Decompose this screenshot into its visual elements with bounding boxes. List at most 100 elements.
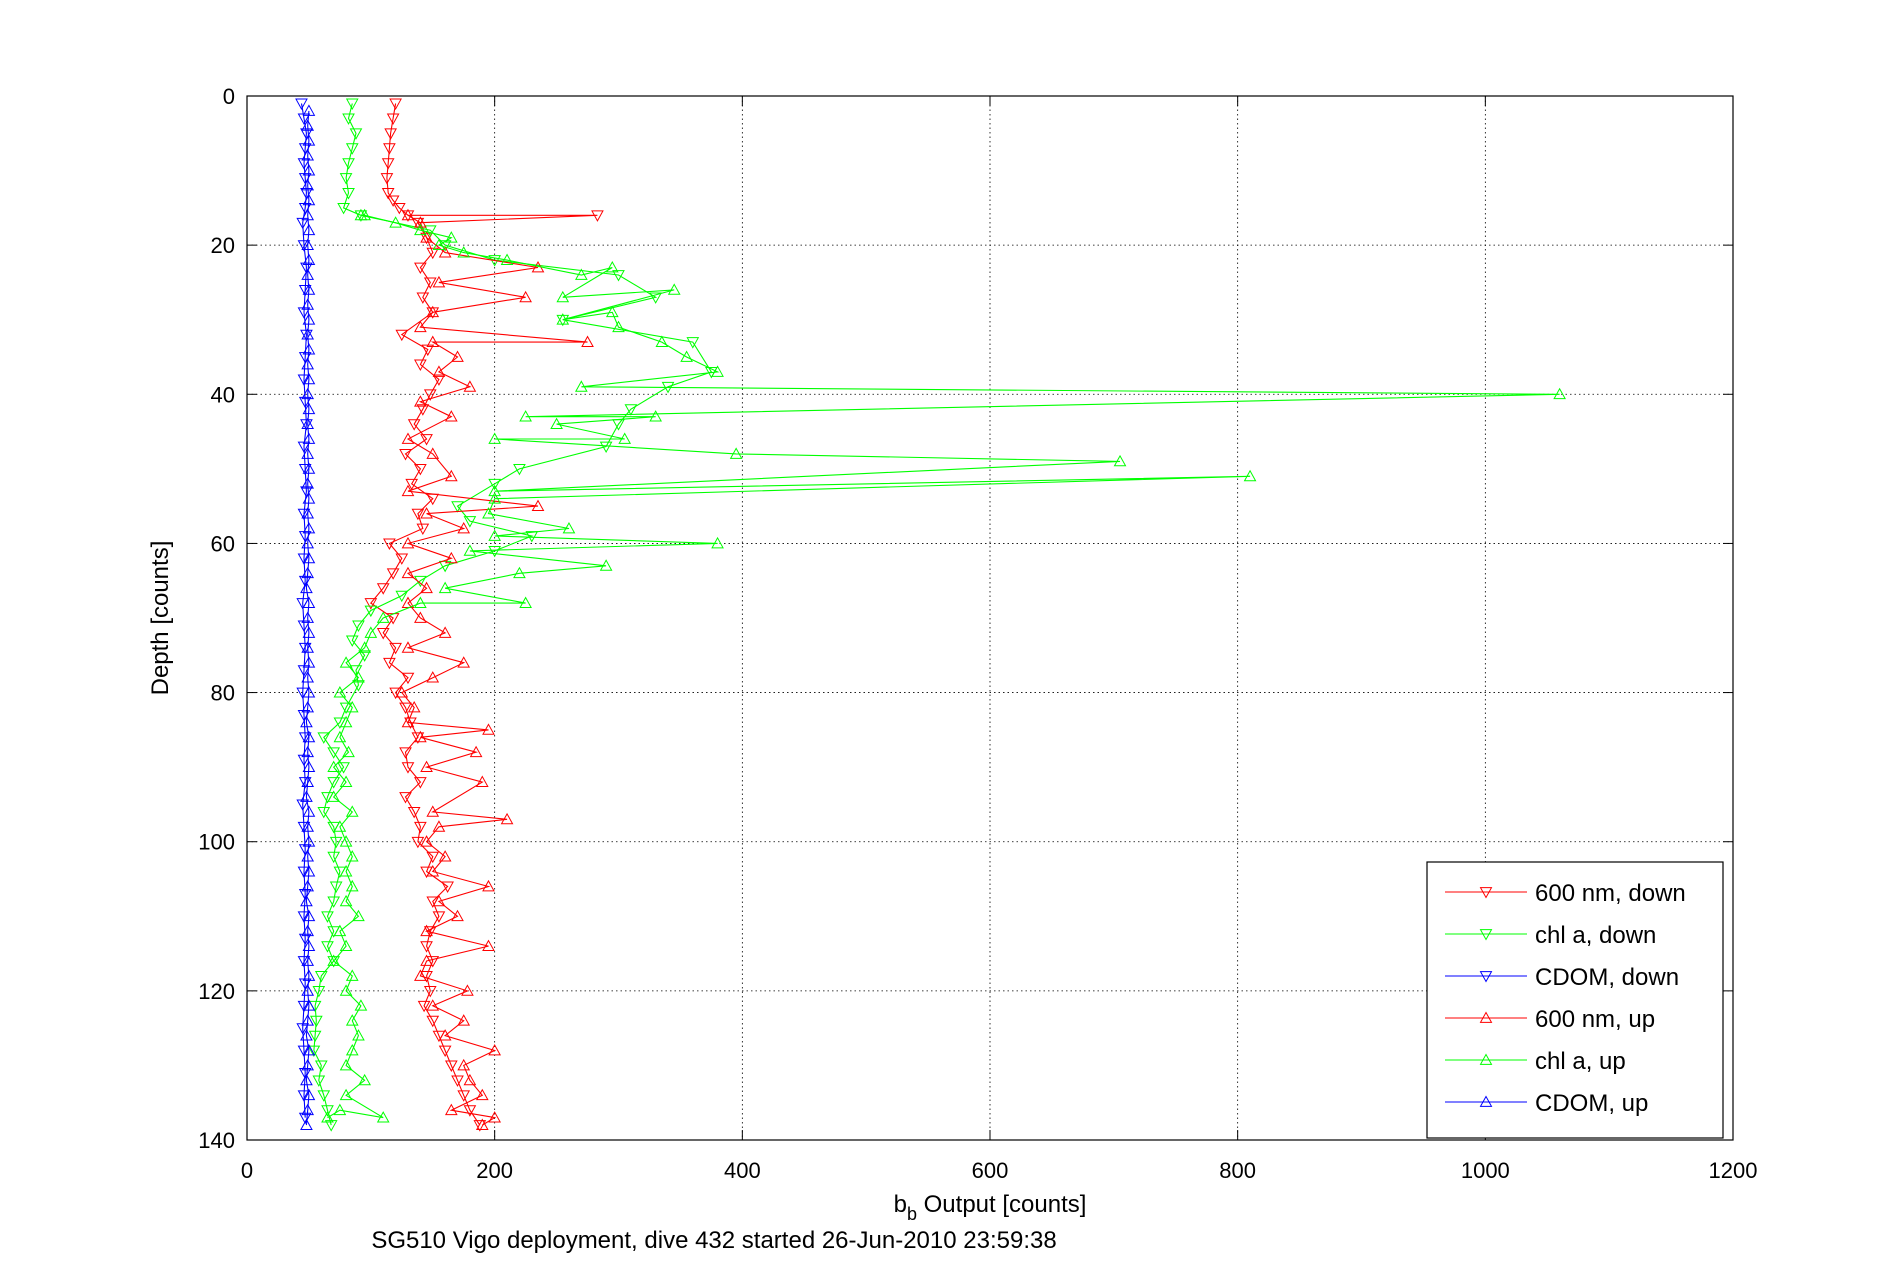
data-point-marker xyxy=(358,641,371,653)
legend-item: CDOM, down xyxy=(1445,964,1679,991)
data-point-marker xyxy=(302,760,316,773)
data-point-marker xyxy=(426,307,440,319)
data-point-marker xyxy=(438,246,452,258)
data-point-marker xyxy=(321,941,334,953)
data-point-marker xyxy=(556,314,570,327)
legend-label: chl a, up xyxy=(1535,1048,1626,1075)
legend-marker xyxy=(1479,1011,1493,1023)
data-point-marker xyxy=(401,641,415,653)
data-point-marker xyxy=(339,865,353,877)
data-point-marker xyxy=(401,566,415,579)
data-point-marker xyxy=(414,611,427,623)
y-tick-label: 120 xyxy=(198,979,235,1004)
data-point-marker xyxy=(423,389,437,401)
data-point-marker xyxy=(473,1120,487,1132)
data-point-marker xyxy=(298,575,312,588)
data-point-marker xyxy=(1113,454,1127,467)
data-point-marker xyxy=(729,447,743,459)
data-point-marker xyxy=(386,113,400,125)
legend-marker xyxy=(1479,1095,1493,1107)
data-point-marker xyxy=(463,1073,477,1086)
data-point-marker xyxy=(401,672,415,685)
data-point-marker xyxy=(300,486,313,498)
data-point-marker xyxy=(317,806,331,819)
data-point-marker xyxy=(354,210,368,222)
data-point-marker xyxy=(301,417,315,430)
data-point-marker xyxy=(327,956,341,968)
data-point-marker xyxy=(317,732,331,744)
data-point-marker xyxy=(358,1073,371,1086)
data-point-marker xyxy=(649,410,662,422)
data-point-marker xyxy=(420,954,433,966)
data-point-marker xyxy=(426,1015,440,1028)
y-tick-label: 100 xyxy=(198,830,235,855)
data-point-marker xyxy=(297,821,311,834)
data-point-marker xyxy=(300,188,313,200)
data-point-marker xyxy=(416,523,430,536)
data-point-marker xyxy=(301,477,315,489)
data-point-marker xyxy=(302,969,316,981)
data-point-marker xyxy=(339,1088,353,1101)
data-point-marker xyxy=(399,449,412,461)
y-tick-label: 40 xyxy=(211,382,235,407)
legend-item: chl a, down xyxy=(1445,922,1656,949)
y-tick-label: 80 xyxy=(211,681,235,706)
data-point-marker xyxy=(301,611,315,623)
data-point-marker xyxy=(376,1111,390,1123)
data-point-marker xyxy=(488,1043,502,1056)
data-point-marker xyxy=(339,835,353,847)
series-6 xyxy=(300,104,316,1130)
data-point-marker xyxy=(301,924,315,937)
data-point-marker xyxy=(420,231,433,243)
data-point-marker xyxy=(345,143,359,155)
data-point-marker xyxy=(297,866,311,879)
data-point-marker xyxy=(298,1112,312,1125)
data-point-marker xyxy=(605,305,619,318)
data-point-marker xyxy=(500,812,514,825)
legend-item: 600 nm, up xyxy=(1445,1006,1655,1033)
legend-item: CDOM, up xyxy=(1445,1090,1648,1117)
data-point-marker xyxy=(295,98,308,110)
legend-label: CDOM, down xyxy=(1535,964,1679,991)
data-point-marker xyxy=(302,999,316,1011)
data-point-marker xyxy=(301,1058,315,1071)
data-point-marker xyxy=(444,231,458,243)
data-point-marker xyxy=(426,335,440,347)
data-point-marker xyxy=(624,404,638,416)
data-point-marker xyxy=(301,1014,315,1026)
data-point-marker xyxy=(686,337,700,349)
data-point-marker xyxy=(345,635,359,647)
data-point-marker xyxy=(531,499,545,512)
series-line xyxy=(400,214,588,1126)
data-point-marker xyxy=(300,894,313,907)
data-point-marker xyxy=(575,380,588,392)
data-point-marker xyxy=(301,641,315,653)
data-point-marker xyxy=(420,232,433,245)
data-point-marker xyxy=(426,851,440,864)
x-axis-label: bb Output [counts] xyxy=(894,1191,1087,1224)
data-point-marker xyxy=(426,999,440,1011)
data-point-marker xyxy=(488,529,502,541)
data-point-marker xyxy=(426,305,440,318)
data-point-marker xyxy=(301,357,315,370)
data-point-marker xyxy=(352,909,365,922)
data-point-marker xyxy=(302,283,316,295)
data-point-marker xyxy=(420,924,433,937)
data-point-marker xyxy=(327,896,341,908)
data-point-marker xyxy=(364,598,378,610)
data-point-marker xyxy=(301,566,315,579)
data-point-marker xyxy=(327,760,341,773)
data-point-marker xyxy=(463,380,477,392)
data-point-marker xyxy=(463,516,477,528)
data-point-marker xyxy=(488,492,502,504)
data-point-marker xyxy=(426,865,440,877)
data-point-marker xyxy=(333,820,347,832)
data-point-marker xyxy=(298,1067,312,1080)
data-point-marker xyxy=(302,656,316,668)
data-point-marker xyxy=(345,98,359,110)
data-point-marker xyxy=(407,700,421,713)
data-point-marker xyxy=(333,924,347,937)
data-point-marker xyxy=(591,210,604,222)
data-point-marker xyxy=(339,1058,353,1071)
data-point-marker xyxy=(519,596,532,608)
